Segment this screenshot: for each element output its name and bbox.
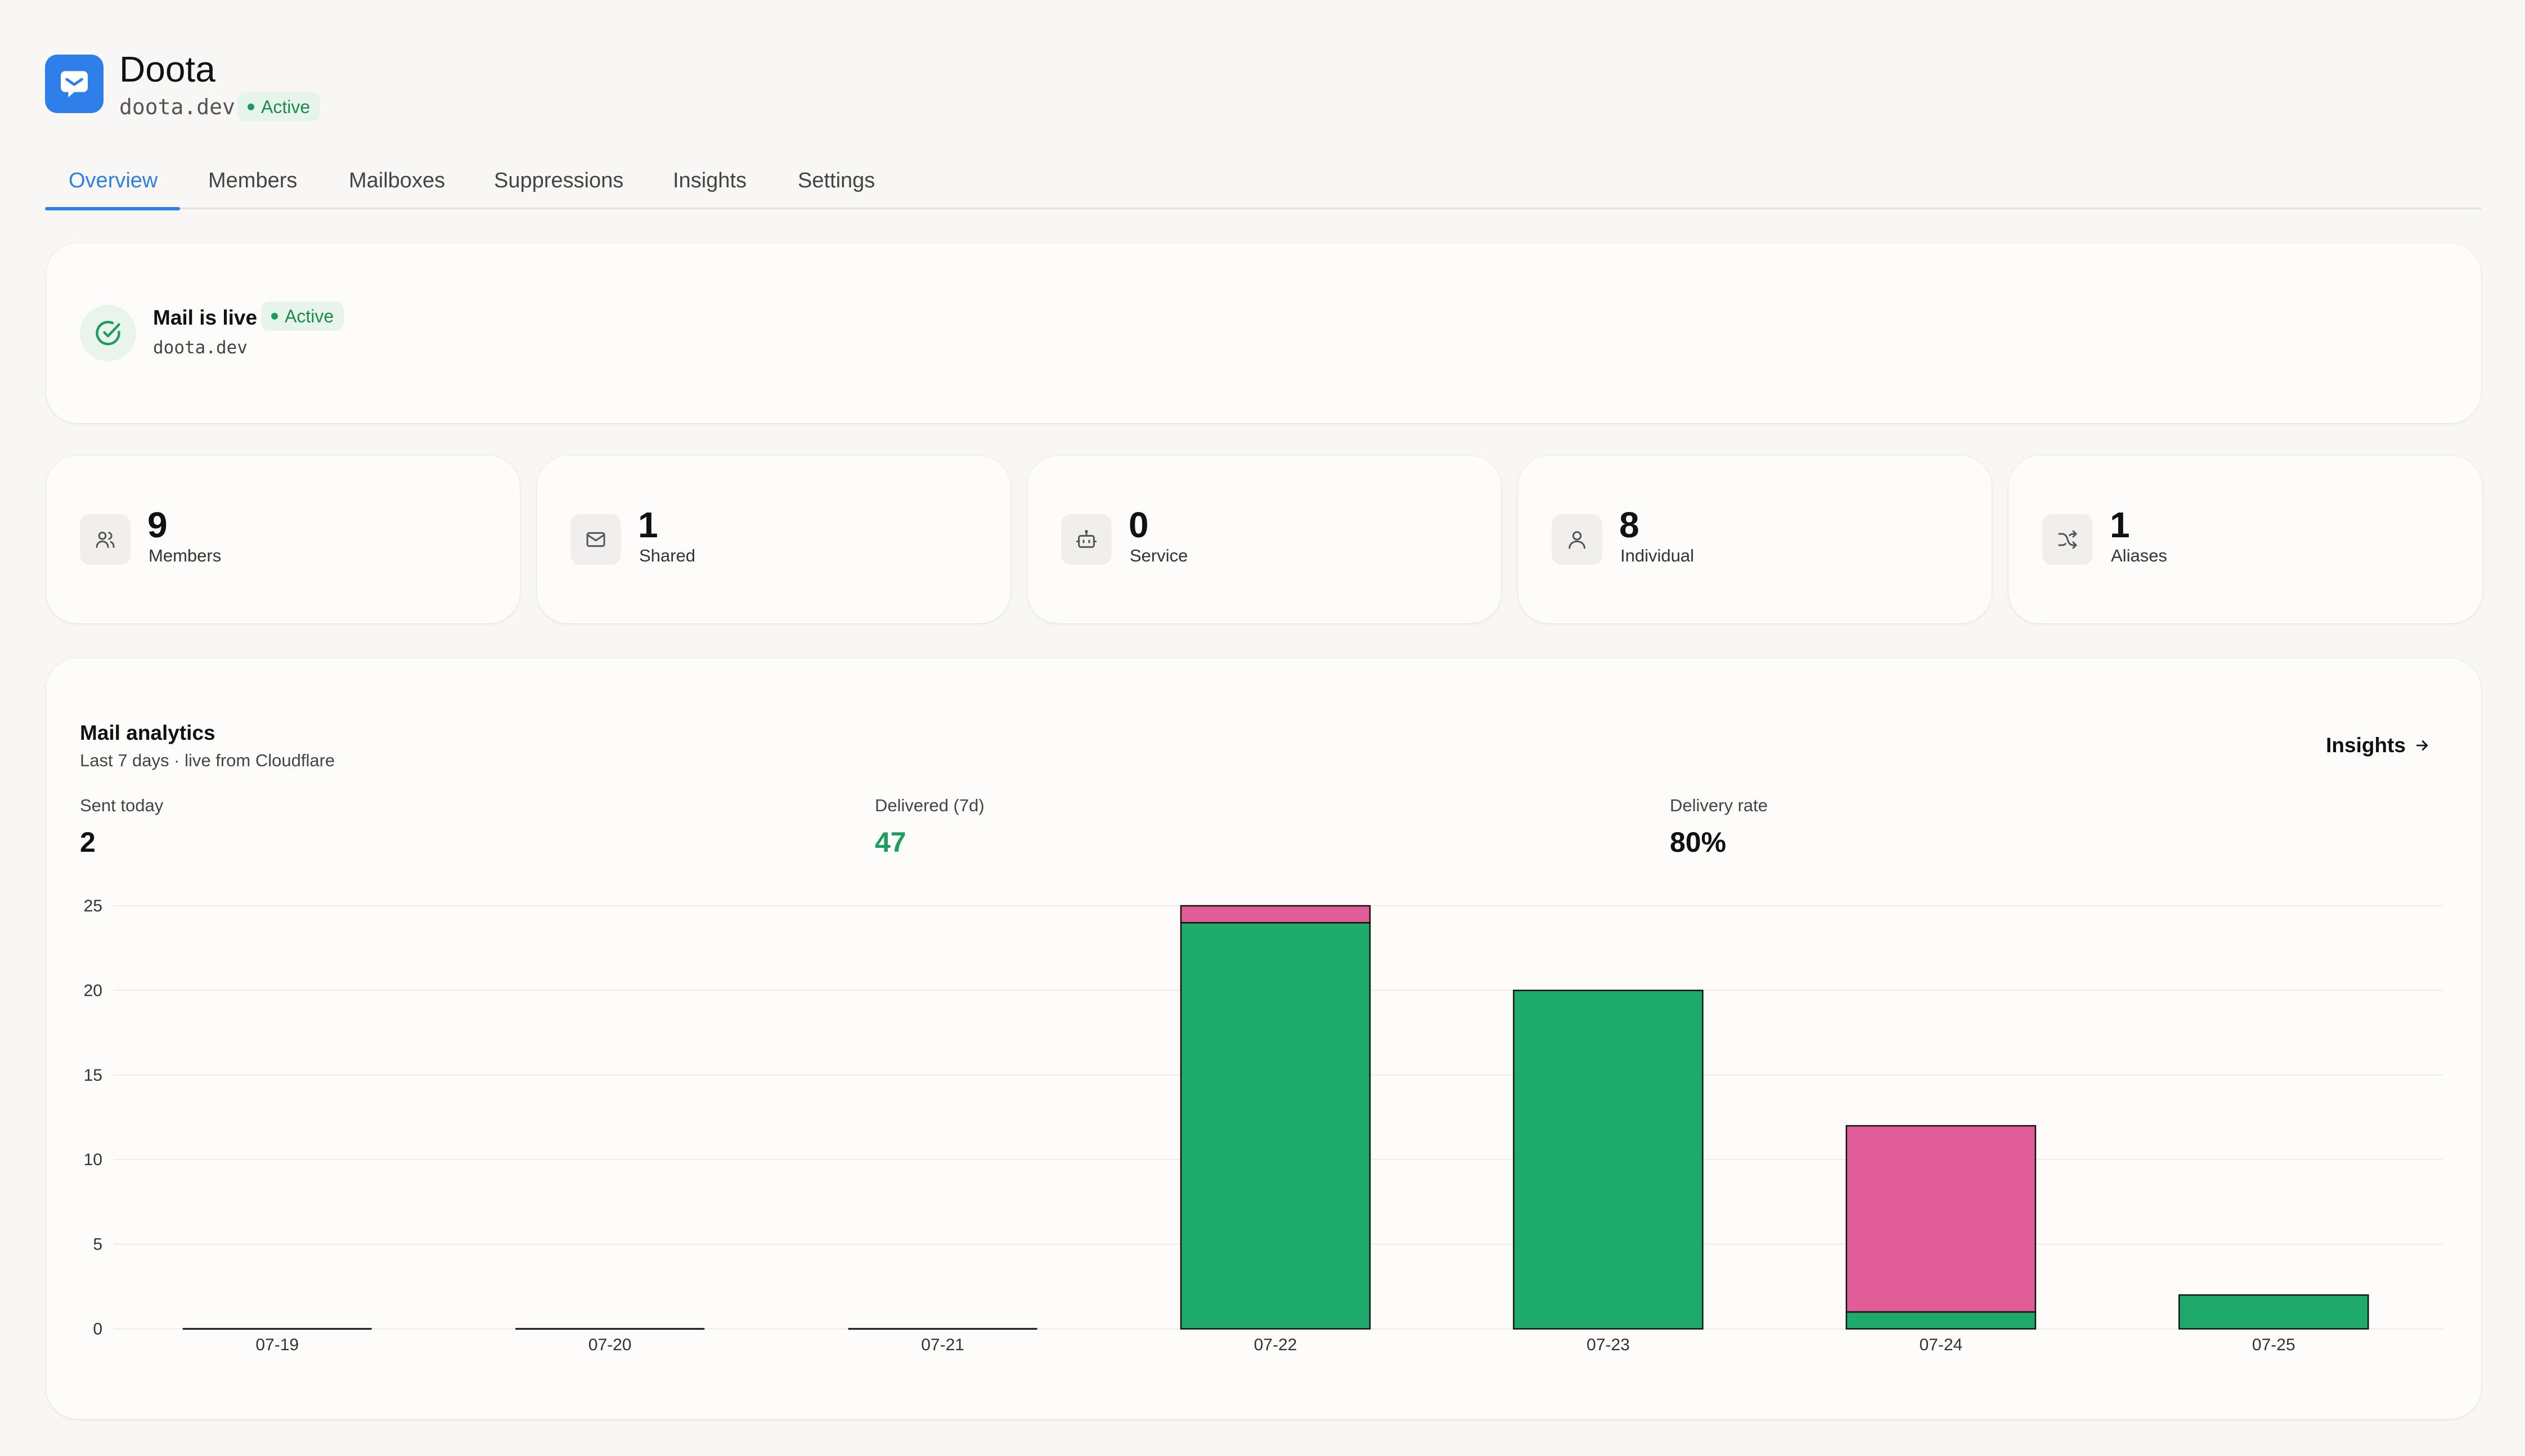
y-tick-label: 0 [93,1320,102,1338]
app-logo-icon [45,55,104,113]
stat-value: 9 [147,505,168,545]
bar-segment [1513,990,1704,1330]
stat-label: Aliases [2111,546,2167,565]
mail-status-title: Mail is live [153,306,258,329]
shuffle-icon [2042,514,2093,565]
stat-card-aliases: 1 Aliases [2009,456,2482,623]
y-tick-label: 10 [84,1151,102,1169]
stat-label: Individual [1620,546,1694,565]
insights-link[interactable]: Insights [2326,734,2430,757]
tab-bar: Overview Members Mailboxes Suppressions … [45,163,2481,210]
bar-segment [1180,905,1371,924]
check-circle-icon [80,305,136,361]
metric-value: 2 [80,826,96,858]
tab-suppressions[interactable]: Suppressions [494,169,624,192]
metric-label: Sent today [80,796,164,815]
stat-value: 0 [1129,505,1149,545]
stat-card-individual: 8 Individual [1518,456,1992,623]
stat-value: 1 [2110,505,2130,545]
y-tick-label: 15 [84,1066,102,1085]
x-tick-label: 07-21 [921,1336,964,1354]
metric-delivered: Delivered (7d) 47 [875,796,985,859]
metric-label: Delivered (7d) [875,796,985,815]
mail-icon [570,514,621,565]
tab-members[interactable]: Members [208,169,298,192]
tab-mailboxes[interactable]: Mailboxes [349,169,446,192]
y-tick-label: 20 [84,981,102,1000]
x-tick-label: 07-20 [588,1336,632,1354]
status-dot-icon [271,313,278,320]
stat-value: 1 [638,505,658,545]
x-tick-label: 07-23 [1587,1336,1630,1354]
page-title: Doota [119,49,215,89]
status-dot-icon [248,104,254,110]
user-icon [1552,514,1602,565]
stat-label: Shared [639,546,695,565]
users-icon [80,514,131,565]
metric-label: Delivery rate [1670,796,1768,815]
metric-value: 80% [1670,826,1727,858]
metric-value: 47 [875,826,906,858]
bar-segment [1845,1311,2037,1330]
mail-analytics-chart: 0 5 10 15 20 25 07-19 07-20 07-21 07-22 07-23 07-24… [84,897,2443,1354]
stat-card-shared: 1 Shared [537,456,1010,623]
mail-status-badge-label: Active [285,305,334,326]
status-badge-label: Active [261,96,311,117]
stat-value: 8 [1619,505,1639,545]
metric-delivery-rate: Delivery rate 80% [1670,796,1768,859]
mail-analytics-card: Mail analytics Last 7 days · live from C… [46,658,2481,1419]
y-tick-label: 5 [93,1235,102,1254]
x-tick-label: 07-22 [1254,1336,1297,1354]
bot-icon [1061,514,1112,565]
stat-label: Members [149,546,222,565]
mail-status-domain: doota.dev [153,338,248,358]
insights-link-label: Insights [2326,734,2406,757]
mail-status-card: Mail is live Active doota.dev [46,243,2481,423]
status-badge: Active [237,92,321,122]
arrow-right-icon [2416,740,2428,751]
bar-segment [2178,1294,2369,1330]
mail-status-badge: Active [261,302,344,331]
x-tick-label: 07-19 [255,1336,299,1354]
x-tick-label: 07-24 [1919,1336,1962,1354]
bar-segment [1845,1125,2037,1313]
stat-label: Service [1130,546,1188,565]
tab-insights[interactable]: Insights [673,169,747,192]
tab-settings[interactable]: Settings [798,169,875,192]
y-tick-label: 25 [84,897,102,915]
x-tick-label: 07-25 [2252,1336,2295,1354]
analytics-subtitle: Last 7 days · live from Cloudflare [80,751,335,770]
bar-segment [1180,922,1371,1330]
metric-sent-today: Sent today 2 [80,796,163,859]
tab-overview[interactable]: Overview [69,169,158,192]
stat-card-service: 0 Service [1027,456,1501,623]
active-tab-indicator [45,207,180,210]
app-domain: doota.dev [119,95,235,119]
analytics-title: Mail analytics [80,721,215,744]
stat-card-members: 9 Members [46,456,520,623]
